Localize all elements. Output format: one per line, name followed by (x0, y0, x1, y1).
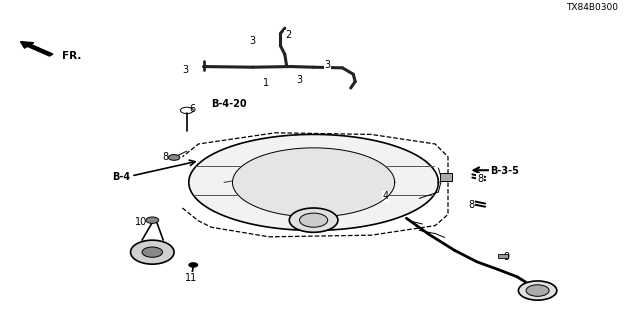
Text: 11: 11 (184, 273, 197, 283)
Text: 7: 7 (136, 253, 143, 264)
FancyArrow shape (20, 42, 53, 56)
Text: B-3-5: B-3-5 (490, 166, 519, 176)
Ellipse shape (142, 247, 163, 257)
Text: 2: 2 (285, 30, 291, 40)
Text: 8: 8 (162, 152, 168, 163)
Text: 3: 3 (296, 75, 303, 85)
Text: B-4: B-4 (113, 172, 131, 182)
Text: 8: 8 (477, 173, 483, 184)
Text: TX84B0300: TX84B0300 (566, 3, 618, 12)
Bar (440, 173, 452, 181)
Circle shape (518, 281, 557, 300)
Text: 1: 1 (262, 77, 269, 88)
Text: 5: 5 (550, 287, 556, 298)
Polygon shape (189, 134, 438, 230)
Text: 3: 3 (324, 60, 331, 70)
Circle shape (189, 263, 198, 267)
Text: 4: 4 (382, 191, 388, 202)
Text: FR.: FR. (62, 51, 81, 61)
Circle shape (168, 155, 180, 160)
Circle shape (146, 217, 159, 223)
Polygon shape (232, 148, 395, 217)
Circle shape (289, 208, 338, 232)
Text: 9: 9 (504, 252, 510, 262)
Text: 3: 3 (182, 65, 189, 75)
Text: 10: 10 (134, 217, 147, 228)
Ellipse shape (131, 240, 174, 264)
Bar (498, 254, 508, 258)
Text: 6: 6 (189, 104, 195, 115)
Circle shape (526, 285, 549, 296)
Text: 3: 3 (249, 36, 255, 46)
Text: 8: 8 (468, 200, 474, 211)
Text: B-4-20: B-4-20 (211, 99, 246, 109)
Circle shape (300, 213, 328, 227)
